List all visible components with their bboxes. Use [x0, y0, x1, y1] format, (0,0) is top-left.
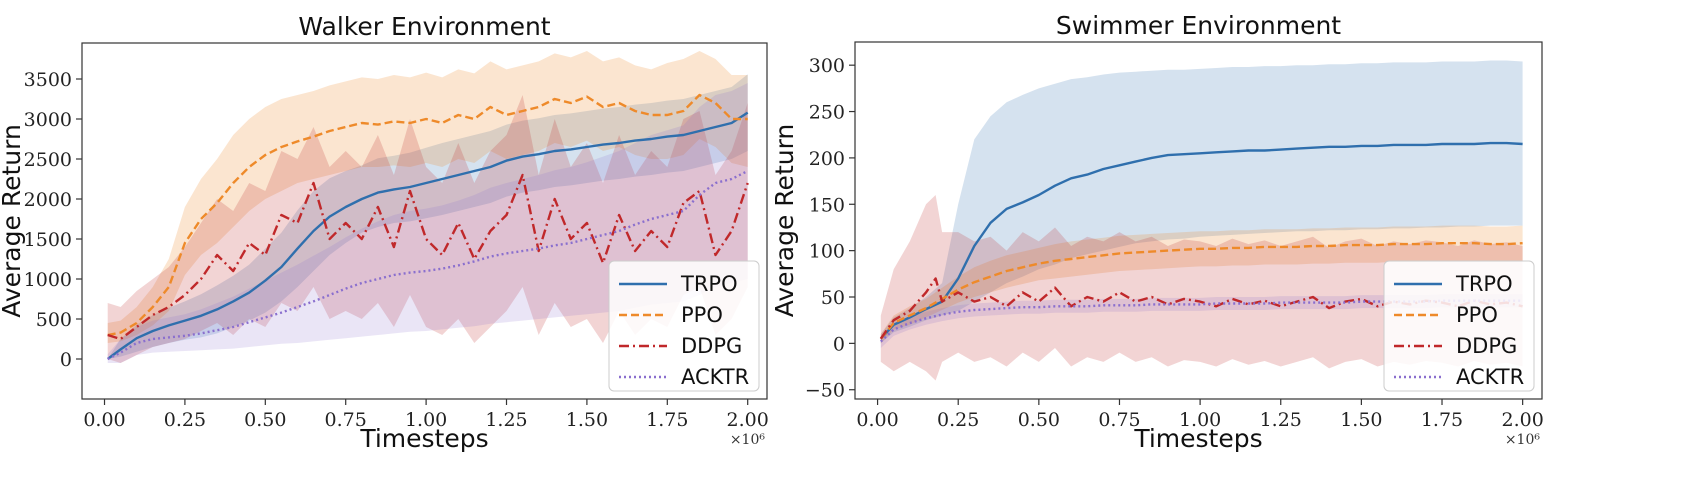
y-tick-label: 300 [809, 55, 845, 77]
band-trpo [107, 74, 748, 359]
x-tick-label: 0.25 [164, 409, 206, 431]
legend-label-trpo: TRPO [680, 272, 738, 296]
plot-area [879, 60, 1523, 381]
legend-label-acktr: ACKTR [681, 365, 749, 389]
x-axis-multiplier: ×10⁶ [730, 432, 766, 448]
y-tick-label: 50 [821, 287, 845, 309]
x-tick-label: 1.25 [485, 409, 527, 431]
legend-box [608, 260, 760, 392]
legend-label-ddpg: DDPG [681, 334, 742, 358]
y-tick-label: 3000 [24, 109, 72, 131]
x-tick-label: 0.25 [937, 409, 979, 431]
legend-label-ddpg: DDPG [1456, 334, 1517, 358]
band-trpo [880, 60, 1523, 344]
x-tick-label: 0.50 [244, 409, 286, 431]
y-tick-label: 250 [809, 102, 845, 124]
y-tick-label: 2500 [24, 149, 72, 171]
y-axis-label: Average Return [770, 124, 799, 318]
y-tick-label: 1500 [24, 229, 72, 251]
walker-chart: 0.00 0.25 0.50 0.75 1.00 1.25 1.50 1.75 2.00 0 500… [0, 12, 769, 453]
y-tick-label: 0 [833, 333, 845, 355]
x-tick-label: 2.00 [727, 409, 769, 431]
y-tick-label: 0 [60, 349, 72, 371]
x-tick-label: 1.00 [1179, 409, 1221, 431]
chart-title: Swimmer Environment [1056, 11, 1341, 40]
x-tick-label: 1.25 [1260, 409, 1302, 431]
x-tick-label: 1.50 [1340, 409, 1382, 431]
x-tick-label: 1.75 [646, 409, 688, 431]
x-axis-label: Timesteps [1133, 424, 1262, 453]
band-acktr [880, 294, 1523, 348]
y-tick-label: 500 [36, 309, 72, 331]
band-ddpg [880, 195, 1523, 381]
y-tick-label: 150 [809, 194, 845, 216]
x-tick-label: 0.00 [83, 409, 125, 431]
series-ddpg-line [107, 173, 749, 341]
swimmer-chart: 0.00 0.25 0.50 0.75 1.00 1.25 1.50 1.75 2.00 −50 0… [770, 11, 1544, 453]
plot-area [106, 51, 749, 363]
band-acktr [107, 83, 748, 363]
y-axis-label: Average Return [0, 124, 26, 318]
x-tick-label: 0.75 [1098, 409, 1140, 431]
x-tick-label: 0.75 [325, 409, 367, 431]
y-tick-label: −50 [805, 380, 845, 402]
x-tick-label: 1.75 [1421, 409, 1463, 431]
x-axis-label: Timesteps [359, 424, 488, 453]
legend-box [1383, 260, 1535, 392]
x-tick-label: 0.00 [856, 409, 898, 431]
plot-frame [854, 41, 1543, 400]
legend-label-acktr: ACKTR [1456, 365, 1524, 389]
y-tick-label: 100 [809, 241, 845, 263]
x-tick-label: 1.50 [566, 409, 608, 431]
y-tick-label: 3500 [24, 69, 72, 91]
y-tick-label: 2000 [24, 189, 72, 211]
band-ppo [880, 225, 1523, 344]
legend-label-ppo: PPO [681, 303, 723, 327]
plot-frame [81, 42, 768, 400]
x-tick-label: 0.50 [1018, 409, 1060, 431]
x-tick-label: 2.00 [1501, 409, 1543, 431]
x-axis-multiplier: ×10⁶ [1505, 432, 1541, 448]
legend-label-trpo: TRPO [1455, 272, 1513, 296]
y-tick-label: 200 [809, 148, 845, 170]
band-ppo [107, 51, 748, 343]
y-tick-label: 1000 [24, 269, 72, 291]
band-ddpg [107, 95, 748, 363]
legend-label-ppo: PPO [1456, 303, 1498, 327]
series-ddpg-line [879, 277, 1523, 340]
x-tick-label: 1.00 [405, 409, 447, 431]
chart-title: Walker Environment [298, 12, 550, 41]
